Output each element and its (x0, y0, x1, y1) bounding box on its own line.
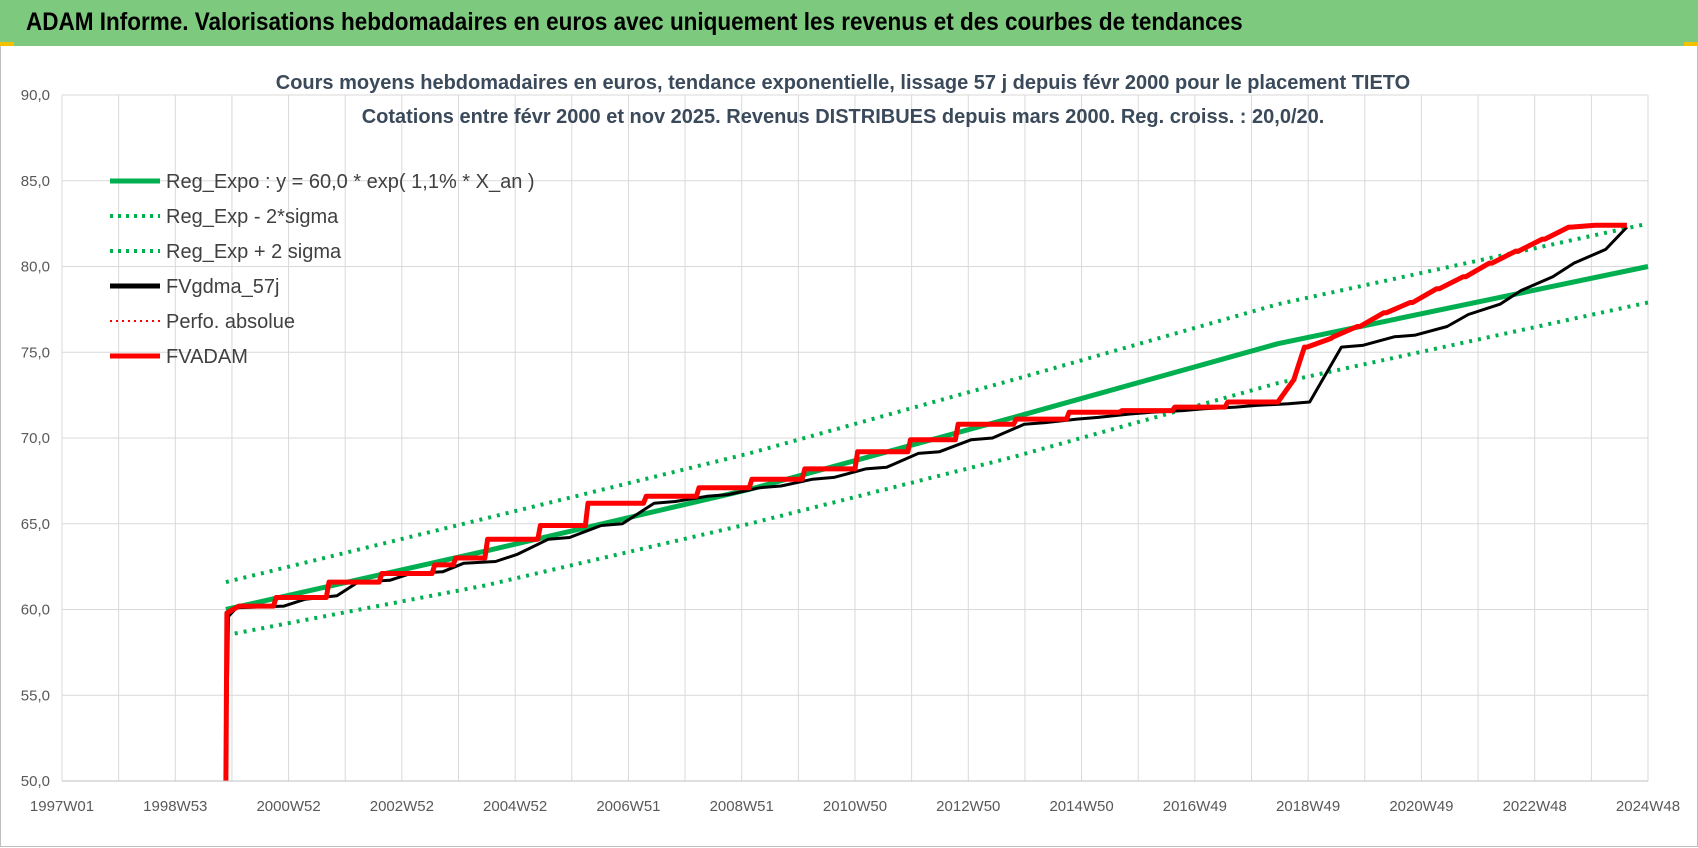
axis-layer: 50,0 55,0 60,0 65,0 70,0 75,0 80,0 85,0 90,0 1997… (21, 87, 1680, 815)
x-tick-label: 2016W49 (1163, 798, 1227, 815)
x-tick-label: 2014W50 (1049, 798, 1113, 815)
y-tick-label: 80,0 (21, 259, 50, 276)
y-tick-label: 70,0 (21, 430, 50, 447)
x-tick-label: 2018W49 (1276, 798, 1340, 815)
x-tick-label: 2024W48 (1616, 798, 1680, 815)
x-tick-label: 2002W52 (370, 798, 434, 815)
series-line-2 (225, 221, 1649, 585)
x-tick-label: 2008W51 (710, 798, 774, 815)
y-tick-label: 50,0 (21, 773, 50, 790)
legend: Reg_Expo : y = 60,0 * exp( 1,1% * X_an )… (110, 171, 535, 368)
header-title: ADAM Informe. Valorisations hebdomadaire… (26, 8, 1243, 36)
corner-mark-right (1684, 42, 1698, 46)
x-tick-label: 2004W52 (483, 798, 547, 815)
legend-label: FVgdma_57j (166, 276, 279, 298)
x-tick-label: 2022W48 (1503, 798, 1567, 815)
header-bar: ADAM Informe. Valorisations hebdomadaire… (0, 0, 1698, 47)
chart-area (0, 46, 1698, 847)
series-line-4 (223, 222, 1627, 782)
x-tick-label: 2010W50 (823, 798, 887, 815)
legend-label: FVADAM (166, 346, 248, 368)
series-layer (223, 221, 1649, 782)
legend-label: Reg_Expo : y = 60,0 * exp( 1,1% * X_an ) (166, 171, 535, 193)
x-tick-label: 1997W01 (30, 798, 94, 815)
y-tick-label: 75,0 (21, 344, 50, 361)
series-line-1 (225, 300, 1649, 638)
y-tick-label: 85,0 (21, 173, 50, 190)
y-tick-label: 90,0 (21, 87, 50, 104)
legend-label: Perfo. absolue (166, 311, 295, 333)
x-tick-label: 2020W49 (1389, 798, 1453, 815)
y-tick-label: 60,0 (21, 602, 50, 619)
x-tick-label: 2012W50 (936, 798, 1000, 815)
chart-subtitle: Cotations entre févr 2000 et nov 2025. R… (362, 106, 1325, 128)
x-tick-label: 2006W51 (596, 798, 660, 815)
series-line-3 (224, 226, 1628, 782)
legend-label: Reg_Exp + 2 sigma (166, 241, 342, 263)
chart-title: Cours moyens hebdomadaires en euros, ten… (276, 72, 1410, 94)
corner-mark-left (0, 42, 14, 46)
legend-label: Reg_Exp - 2*sigma (166, 206, 339, 228)
grid-layer (61, 94, 1649, 782)
x-tick-label: 2000W52 (256, 798, 320, 815)
y-tick-label: 55,0 (21, 687, 50, 704)
y-tick-label: 65,0 (21, 516, 50, 533)
x-tick-label: 1998W53 (143, 798, 207, 815)
